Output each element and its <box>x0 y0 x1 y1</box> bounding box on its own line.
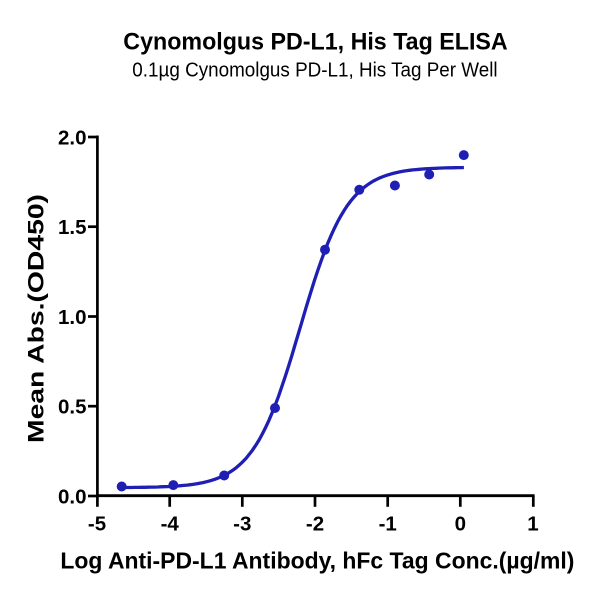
svg-text:0.1µg Cynomolgus PD-L1, His Ta: 0.1µg Cynomolgus PD-L1, His Tag Per Well <box>132 59 497 82</box>
svg-text:0.5: 0.5 <box>58 396 87 419</box>
svg-text:1.5: 1.5 <box>58 216 87 239</box>
svg-text:Log Anti-PD-L1 Antibody, hFc T: Log Anti-PD-L1 Antibody, hFc Tag Conc.(µ… <box>60 548 574 574</box>
svg-text:-2: -2 <box>306 513 324 536</box>
svg-text:0.0: 0.0 <box>58 486 87 509</box>
svg-text:Cynomolgus PD-L1, His Tag ELIS: Cynomolgus PD-L1, His Tag ELISA <box>123 29 508 56</box>
svg-text:-5: -5 <box>88 513 106 536</box>
svg-text:-1: -1 <box>379 513 397 536</box>
svg-text:Mean Abs.(OD450): Mean Abs.(OD450) <box>24 194 49 443</box>
svg-text:-4: -4 <box>161 513 180 536</box>
svg-text:-3: -3 <box>233 513 251 536</box>
svg-text:2.0: 2.0 <box>58 127 87 150</box>
svg-text:1: 1 <box>527 513 538 536</box>
svg-text:0: 0 <box>455 513 466 536</box>
svg-text:1.0: 1.0 <box>58 306 87 329</box>
